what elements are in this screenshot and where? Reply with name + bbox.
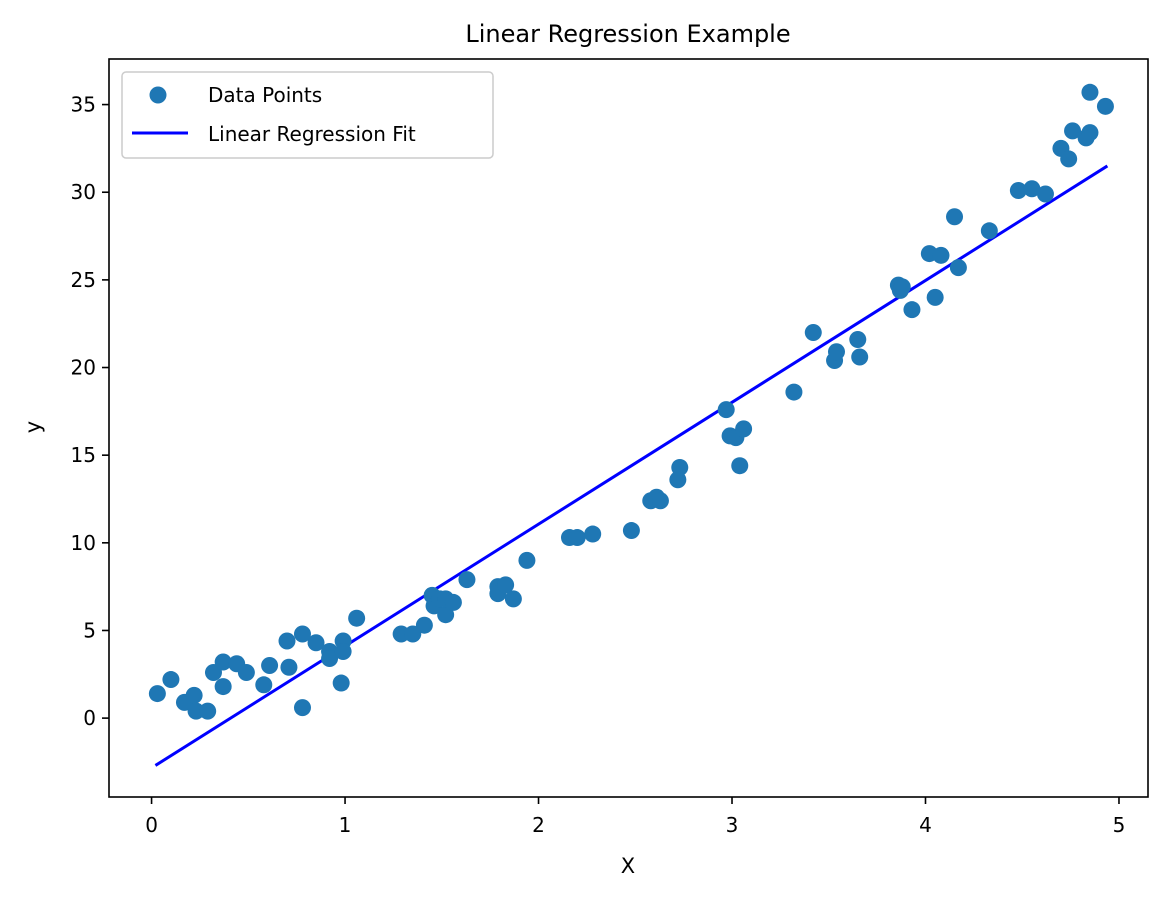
data-point	[980, 222, 998, 240]
data-point	[851, 348, 869, 366]
data-point	[893, 278, 911, 296]
data-point	[280, 658, 298, 676]
data-point	[584, 525, 602, 543]
data-point	[932, 246, 950, 264]
data-point	[237, 664, 255, 682]
data-point	[849, 330, 867, 348]
x-tick-label: 2	[532, 813, 545, 837]
data-point	[1081, 83, 1099, 101]
data-point	[278, 632, 296, 650]
data-point	[1036, 185, 1054, 203]
y-tick-label: 35	[71, 93, 96, 117]
y-tick-label: 0	[83, 706, 96, 730]
data-point	[332, 674, 350, 692]
x-tick-label: 4	[919, 813, 932, 837]
legend-scatter-marker	[149, 86, 167, 104]
data-point	[804, 323, 822, 341]
legend: Data Points Linear Regression Fit	[121, 71, 494, 159]
data-point	[185, 686, 203, 704]
data-point	[651, 492, 669, 510]
x-tick-label: 5	[1113, 813, 1126, 837]
data-point	[404, 625, 422, 643]
data-point	[1064, 122, 1082, 140]
data-point	[785, 383, 803, 401]
data-point	[321, 650, 339, 668]
axes-frame	[108, 58, 1149, 798]
data-point	[1096, 97, 1114, 115]
data-point	[949, 259, 967, 277]
data-point	[1009, 181, 1027, 199]
data-point	[199, 702, 217, 720]
data-point	[261, 657, 279, 675]
data-point	[348, 609, 366, 627]
regression-fit-line	[154, 164, 1109, 767]
legend-label-regression-fit: Linear Regression Fit	[208, 122, 416, 146]
data-point	[437, 606, 455, 624]
data-point	[214, 653, 232, 671]
data-point	[717, 401, 735, 419]
data-point	[504, 590, 522, 608]
y-tick-label: 25	[71, 268, 96, 292]
legend-box	[121, 71, 494, 159]
y-axis-title: y	[21, 421, 45, 433]
data-point	[293, 625, 311, 643]
data-point	[827, 343, 845, 361]
data-point	[926, 288, 944, 306]
data-point	[1060, 150, 1078, 168]
data-point	[497, 576, 515, 594]
data-point	[568, 529, 586, 547]
data-point	[293, 699, 311, 717]
data-point	[671, 458, 689, 476]
y-tick-label: 20	[71, 356, 96, 380]
data-point	[731, 457, 749, 475]
data-point	[415, 616, 433, 634]
data-point	[334, 643, 352, 661]
data-point	[307, 634, 325, 652]
data-point	[1023, 180, 1041, 198]
x-tick-label: 0	[145, 813, 158, 837]
data-point	[903, 301, 921, 319]
data-point	[735, 420, 753, 438]
legend-label-data-points: Data Points	[208, 83, 322, 107]
data-point	[255, 676, 273, 694]
y-tick-label: 15	[71, 443, 96, 467]
data-point	[148, 685, 166, 703]
plot-area: 0 1 2 3 4 5 0 5 10 15 20 25 30 35	[71, 58, 1149, 837]
x-tick-label: 3	[726, 813, 739, 837]
x-tick-label: 1	[339, 813, 352, 837]
y-tick-label: 10	[71, 531, 96, 555]
data-point	[458, 571, 476, 589]
data-point	[622, 522, 640, 540]
data-point	[518, 551, 536, 569]
chart-title: Linear Regression Example	[465, 20, 790, 48]
data-point	[214, 678, 232, 696]
data-point	[946, 208, 964, 226]
x-axis-title: X	[621, 854, 635, 878]
data-point	[162, 671, 180, 689]
data-point	[1081, 124, 1099, 142]
data-point	[444, 593, 462, 611]
y-tick-label: 5	[83, 618, 96, 642]
y-tick-label: 30	[71, 180, 96, 204]
